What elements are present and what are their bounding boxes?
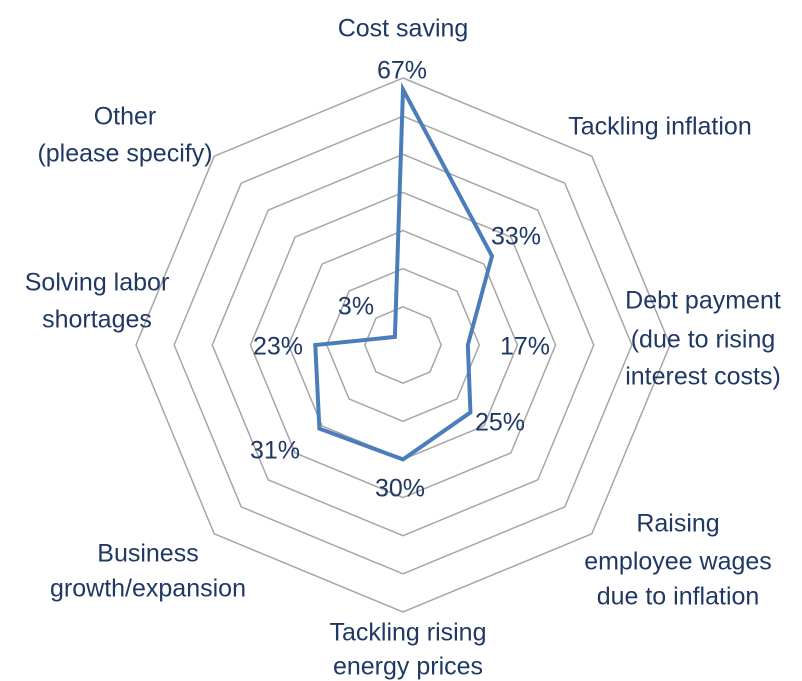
category-label: growth/expansion xyxy=(50,575,246,603)
grid-ring xyxy=(173,115,633,575)
category-label: Tackling inflation xyxy=(568,113,751,141)
category-label: Business xyxy=(97,540,198,568)
category-label: Cost saving xyxy=(338,15,469,43)
category-label: shortages xyxy=(42,306,152,334)
category-label: Raising xyxy=(636,510,719,538)
value-label: 33% xyxy=(491,223,541,251)
series-line xyxy=(313,81,495,462)
value-label: 67% xyxy=(377,57,427,85)
category-label: Solving labor xyxy=(25,269,170,297)
value-label: 31% xyxy=(250,437,300,465)
category-label: energy prices xyxy=(333,653,483,681)
category-label: Tackling rising xyxy=(329,619,486,647)
value-label: 23% xyxy=(253,333,303,361)
category-label: due to inflation xyxy=(597,583,760,611)
value-label: 25% xyxy=(475,409,525,437)
category-label: (due to rising xyxy=(631,326,776,354)
category-label: Other xyxy=(94,103,157,131)
grid-ring xyxy=(211,153,595,537)
grid-ring xyxy=(364,306,442,384)
category-label: employee wages xyxy=(584,548,772,576)
category-label: interest costs) xyxy=(625,363,781,391)
grid-ring xyxy=(135,77,671,613)
category-label: Debt payment xyxy=(625,287,781,315)
grid-ring xyxy=(325,267,481,423)
grid-ring xyxy=(249,191,557,499)
category-label: (please specify) xyxy=(37,140,212,168)
value-label: 3% xyxy=(338,293,374,321)
value-label: 17% xyxy=(500,333,550,361)
value-label: 30% xyxy=(375,475,425,503)
